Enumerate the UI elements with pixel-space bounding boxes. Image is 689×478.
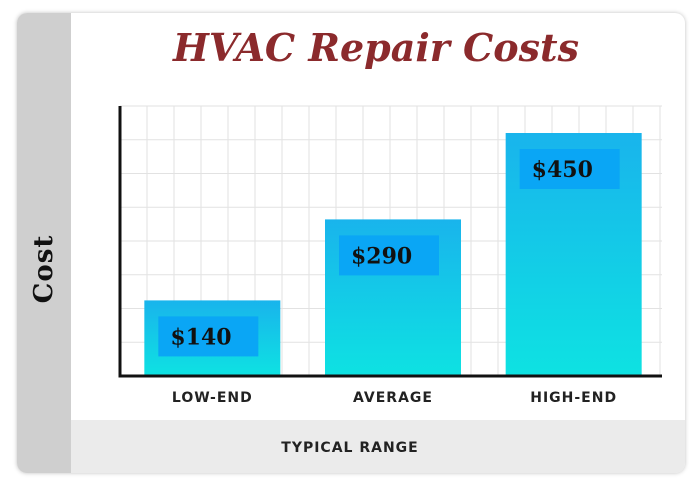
data-label-box: [158, 316, 259, 357]
y-axis-label-panel: Cost: [17, 13, 71, 473]
data-label: $290: [351, 243, 412, 269]
x-axis-label: TYPICAL RANGE: [281, 440, 419, 456]
data-label-box: [339, 235, 439, 276]
x-tick-label: HIGH-END: [530, 390, 617, 406]
data-label: $140: [170, 324, 231, 350]
chart-title: HVAC Repair Costs: [173, 25, 579, 70]
x-tick-label: LOW-END: [172, 390, 253, 406]
x-tick-label: AVERAGE: [353, 390, 433, 406]
x-axis-label-panel: TYPICAL RANGE: [71, 420, 685, 473]
data-label-box: [519, 149, 620, 189]
data-label: $450: [532, 157, 593, 183]
